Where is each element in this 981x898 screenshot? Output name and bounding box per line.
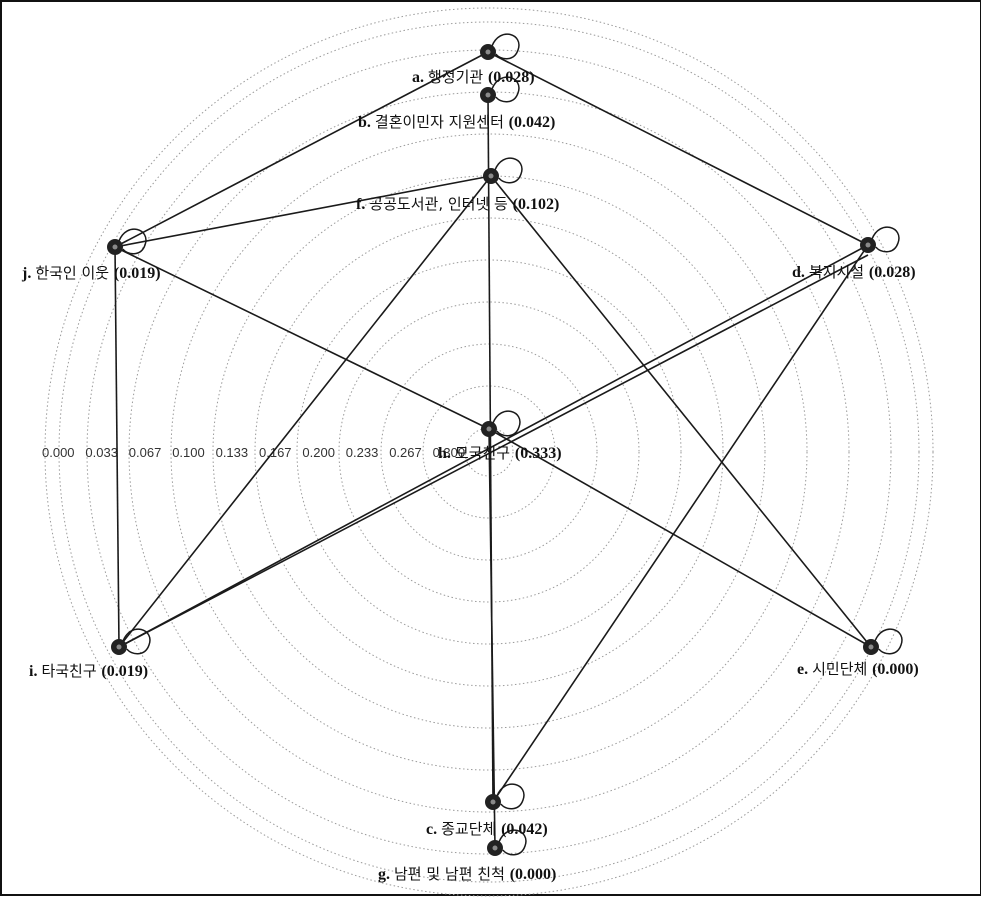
node-label-c: c. 종교단체 (0.042) <box>426 820 548 838</box>
node-letter: i. <box>29 663 41 680</box>
node-center-c <box>490 799 496 805</box>
node-center-j <box>112 244 118 250</box>
ring-scale-label: 0.267 <box>389 445 422 460</box>
node-label-a: a. 행정기관 (0.028) <box>412 68 535 86</box>
node-center-a <box>485 49 491 55</box>
node-name: 결혼이민자 지원센터 <box>375 113 509 131</box>
node-letter: c. <box>426 821 441 838</box>
node-value: (0.000) <box>510 866 557 883</box>
network-edges <box>114 51 872 849</box>
node-center-e <box>868 644 874 650</box>
self-loop-g <box>498 829 527 856</box>
node-center-g <box>492 845 498 851</box>
self-loop-j <box>118 228 147 255</box>
node-name: 공공도서관, 인터넷 등 <box>369 195 512 213</box>
node-label-g: g. 남편 및 남편 친척 (0.000) <box>378 865 556 883</box>
ring-scale-label: 0.167 <box>259 445 292 460</box>
ring-scale-label: 0.067 <box>129 445 162 460</box>
node-letter: j. <box>21 265 35 282</box>
ring-scale-label: 0.200 <box>302 445 335 460</box>
centrality-ring <box>128 91 850 813</box>
edge-j-h <box>114 246 490 430</box>
node-letter: g. <box>378 866 394 883</box>
node-value: (0.333) <box>515 445 562 462</box>
node-letter: f. <box>356 196 369 213</box>
self-loop-i <box>122 628 151 655</box>
edge-f-j <box>114 175 492 248</box>
node-label-j: j. 한국인 이웃 (0.019) <box>21 264 161 282</box>
self-loop-h <box>492 410 521 437</box>
node-label-h: h. 모국친구 (0.333) <box>438 444 562 462</box>
ring-scale-label: 0.000 <box>42 445 75 460</box>
node-letter: h. <box>438 445 455 462</box>
node-value: (0.042) <box>501 821 548 838</box>
self-loop-a <box>491 33 520 60</box>
node-label-i: i. 타국친구 (0.019) <box>29 662 148 680</box>
ring-scale-label: 0.233 <box>346 445 379 460</box>
centrality-ring <box>170 133 808 771</box>
ring-scale-label: 0.133 <box>216 445 249 460</box>
edge-f-i <box>118 175 492 648</box>
node-center-i <box>116 644 122 650</box>
ring-scale-label: 0.100 <box>172 445 205 460</box>
node-name: 복지시설 <box>809 263 869 281</box>
ring-scale-labels: 0.000 0.033 0.067 0.100 0.133 0.167 0.200 0.233… <box>42 445 465 460</box>
node-name: 종교단체 <box>441 820 501 838</box>
centrality-ring <box>338 301 640 603</box>
node-value: (0.000) <box>872 661 919 678</box>
node-label-b: b. 결혼이민자 지원센터 (0.042) <box>358 113 555 131</box>
node-name: 한국인 이웃 <box>35 264 114 282</box>
edge-d-c <box>492 244 869 803</box>
edge-h-g <box>488 428 496 849</box>
self-loop-b <box>491 76 520 103</box>
ring-scale-label: 0.300 <box>433 445 466 460</box>
self-loop-e <box>874 628 903 655</box>
edge-a-d <box>487 51 869 246</box>
node-labels: a. 행정기관 (0.028)b. 결혼이민자 지원센터 (0.042)c. 종… <box>21 68 919 883</box>
outer-ring <box>58 21 920 883</box>
self-loops <box>118 33 903 856</box>
node-center-f <box>488 173 494 179</box>
edge-i-d <box>118 254 869 648</box>
node-name: 남편 및 남편 친척 <box>394 865 510 883</box>
node-label-f: f. 공공도서관, 인터넷 등 (0.102) <box>356 195 559 213</box>
network-nodes <box>107 44 879 856</box>
edge-a-j <box>114 51 489 248</box>
edge-f-e <box>490 175 872 648</box>
node-value: (0.019) <box>114 265 161 282</box>
ring-scale-label: 0.033 <box>85 445 118 460</box>
node-label-e: e. 시민단체 (0.000) <box>797 660 919 678</box>
node-name: 타국친구 <box>41 662 101 680</box>
node-value: (0.028) <box>869 264 916 281</box>
node-letter: d. <box>792 264 809 281</box>
node-label-d: d. 복지시설 (0.028) <box>792 263 916 281</box>
self-loop-d <box>871 226 900 253</box>
edge-h-e <box>488 428 872 648</box>
node-name: 행정기관 <box>428 68 488 86</box>
centrality-ring <box>422 385 556 519</box>
edge-i-d <box>118 244 869 648</box>
self-loop-c <box>496 783 525 810</box>
node-center-b <box>485 92 491 98</box>
node-center-d <box>865 242 871 248</box>
node-value: (0.102) <box>513 196 560 213</box>
node-letter: b. <box>358 114 375 131</box>
node-center-h <box>486 426 492 432</box>
centrality-ring <box>254 217 724 687</box>
self-loop-f <box>494 157 523 184</box>
node-letter: a. <box>412 69 428 86</box>
node-value: (0.019) <box>101 663 148 680</box>
centrality-ring <box>86 49 892 855</box>
node-name: 시민단체 <box>812 660 872 678</box>
node-value: (0.042) <box>509 114 556 131</box>
node-name: 모국친구 <box>455 444 515 462</box>
node-value: (0.028) <box>488 69 535 86</box>
node-letter: e. <box>797 661 812 678</box>
edge-j-i <box>114 246 120 648</box>
